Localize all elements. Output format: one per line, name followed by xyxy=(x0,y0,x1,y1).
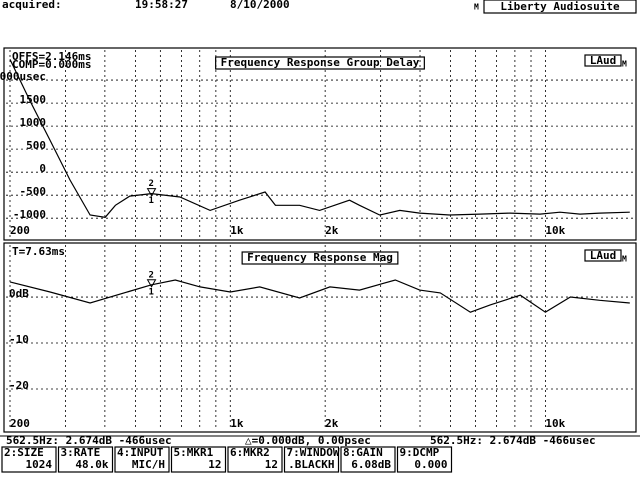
note: OFFS=2.146ms xyxy=(12,50,91,63)
x-tick-label: 2k xyxy=(325,417,339,430)
plot-title-box xyxy=(241,251,399,265)
marker-label: 2 xyxy=(149,179,154,189)
softkey-value: .BLACKH xyxy=(288,458,334,471)
brand-marker: M xyxy=(474,3,479,12)
trace xyxy=(9,279,630,313)
x-tick-label: 200 xyxy=(10,224,30,237)
marker-glyph xyxy=(146,279,157,288)
y-tick-label: 0 xyxy=(39,162,46,175)
badge-box xyxy=(584,54,622,67)
softkey-key: 4:INPUT xyxy=(117,446,164,459)
y-tick-label: 500 xyxy=(26,139,46,152)
y-tick-label: 0dB xyxy=(9,287,29,300)
note: T=7.63ms xyxy=(12,245,65,258)
softkey xyxy=(283,446,340,473)
softkey-value: 0.000 xyxy=(414,458,447,471)
badge-box xyxy=(584,249,622,262)
acquired-date: 8/10/2000 xyxy=(230,0,290,11)
readout-right: 562.5Hz: 2.674dB -466usec xyxy=(430,434,596,447)
badge-suffix: M xyxy=(622,60,627,69)
trace xyxy=(9,59,630,218)
softkey-key: 2:SIZE xyxy=(4,446,44,459)
softkey-key: 7:WINDOW xyxy=(287,446,340,459)
plot-title-box xyxy=(215,56,425,70)
softkey-value: 1024 xyxy=(26,458,53,471)
softkey-key: 3:RATE xyxy=(61,446,101,459)
marker-label: 1 xyxy=(149,196,154,206)
y-tick-label: -10 xyxy=(9,333,29,346)
softkey xyxy=(114,446,170,473)
marker-label: 2 xyxy=(149,270,154,280)
acquired-time: 19:58:27 xyxy=(135,0,188,11)
plot-frame xyxy=(3,47,637,241)
softkey xyxy=(57,446,114,473)
note: COMP=0.000ms xyxy=(12,58,91,71)
marker-glyph xyxy=(146,188,157,197)
softkey-value: 12 xyxy=(265,458,278,471)
brand: Liberty Audiosuite xyxy=(500,0,620,13)
y-tick-label: -20 xyxy=(9,379,29,392)
y-tick-label: -500 xyxy=(20,185,47,198)
x-tick-label: 1k xyxy=(230,224,244,237)
marker-label: 1 xyxy=(149,287,154,297)
softkey-key: 5:MKR1 xyxy=(174,446,214,459)
badge: LAud xyxy=(590,54,617,67)
x-tick-label: 10k xyxy=(545,417,565,430)
softkey xyxy=(170,446,227,473)
softkey-value: MIC/H xyxy=(132,458,165,471)
softkey xyxy=(340,446,396,473)
softkey-key: 9:DCMP xyxy=(400,446,440,459)
x-tick-label: 200 xyxy=(10,417,30,430)
x-tick-label: 1k xyxy=(230,417,244,430)
softkey-key: 6:MKR2 xyxy=(230,446,270,459)
softkey-value: 48.0k xyxy=(75,458,108,471)
softkey-key: 8:GAIN xyxy=(343,446,383,459)
readout-middle: △=0.000dB, 0.00psec xyxy=(245,434,371,447)
softkey-value: 6.08dB xyxy=(351,458,391,471)
plot-title: Frequency Response Mag xyxy=(247,251,393,264)
softkey-value: 12 xyxy=(208,458,221,471)
y-tick-label: -1000 xyxy=(13,208,46,221)
y-tick-label: 1500 xyxy=(20,93,47,106)
softkey xyxy=(396,446,453,473)
badge-suffix: M xyxy=(622,255,627,264)
plot-frame xyxy=(3,242,637,433)
softkey xyxy=(227,446,283,473)
brand-box xyxy=(483,0,637,14)
plot-title: Frequency Response Group Delay xyxy=(221,56,420,69)
acquired-label: acquired: xyxy=(2,0,62,11)
badge: LAud xyxy=(590,249,617,262)
y-tick-label: 1000 xyxy=(20,116,47,129)
readout-left: 562.5Hz: 2.674dB -466usec xyxy=(6,434,172,447)
y-tick-label: 2000usec xyxy=(0,70,46,83)
x-tick-label: 10k xyxy=(545,224,565,237)
x-tick-label: 2k xyxy=(325,224,339,237)
softkey xyxy=(1,446,57,473)
